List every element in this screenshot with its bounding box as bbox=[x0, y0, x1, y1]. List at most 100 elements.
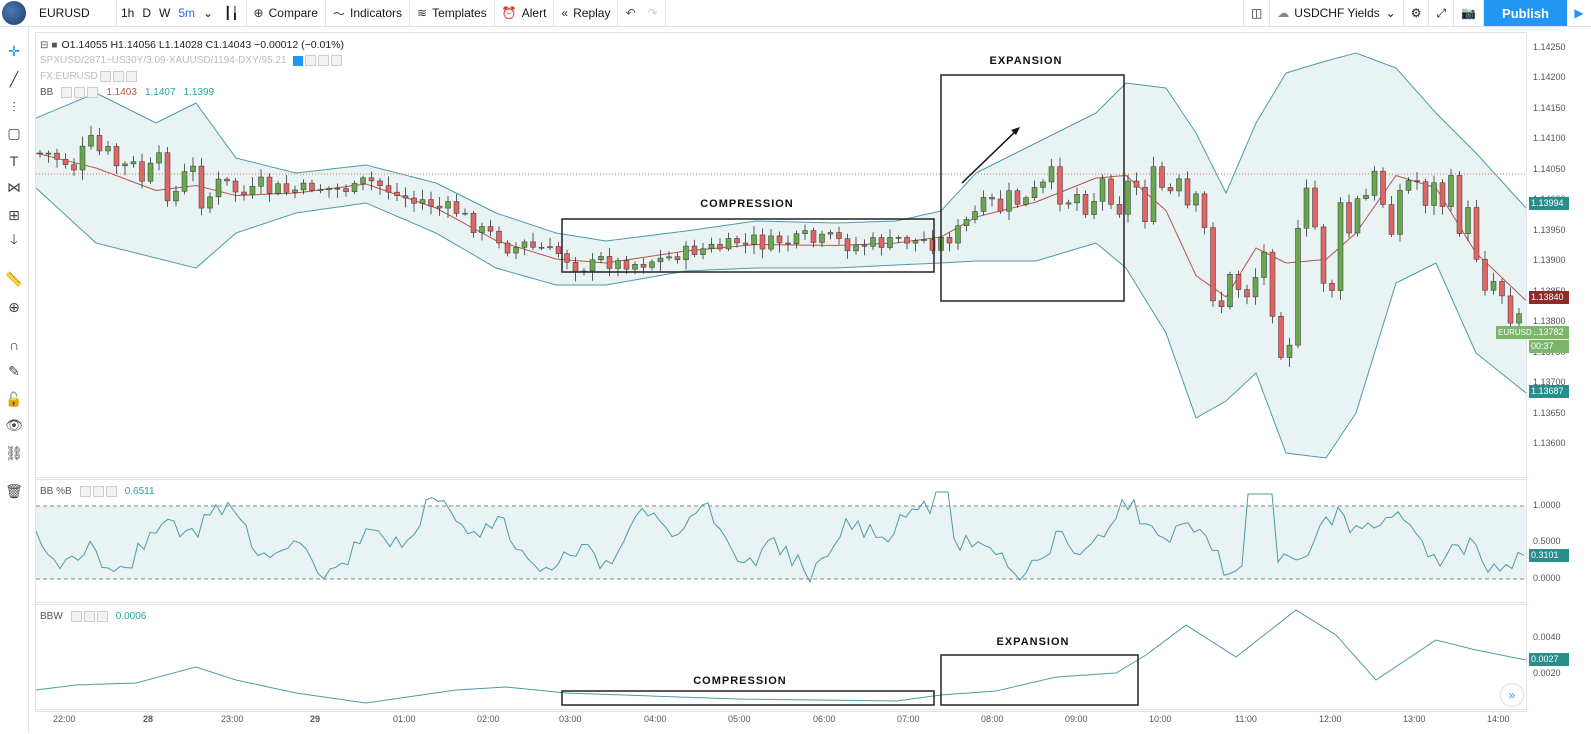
link-icon[interactable]: ⛓ bbox=[5, 444, 23, 461]
candle-style-button[interactable]: ┃╽ bbox=[217, 0, 247, 26]
layout-select[interactable]: ☁ USDCHF Yields ⌄ bbox=[1270, 0, 1404, 26]
candle-body bbox=[470, 212, 477, 233]
compression-box bbox=[561, 218, 935, 273]
pattern-icon[interactable]: ⋈ bbox=[7, 178, 21, 195]
symbol-search[interactable]: EURUSD bbox=[32, 0, 117, 26]
legend-close-icon[interactable] bbox=[330, 55, 342, 66]
templates-button[interactable]: ≋ Templates bbox=[410, 0, 495, 26]
eye-icon[interactable]: 👁 bbox=[5, 416, 23, 433]
fullscreen-icon[interactable]: ⤢ bbox=[1429, 0, 1455, 26]
interval-1h[interactable]: 1h bbox=[121, 6, 135, 20]
flag-icon[interactable]: ■ bbox=[51, 39, 58, 51]
undo-icon[interactable]: ↶ bbox=[625, 6, 636, 20]
candle-body bbox=[657, 257, 664, 263]
candle-body bbox=[895, 237, 902, 239]
rectangle-icon[interactable]: ▢ bbox=[7, 124, 21, 141]
candle-body bbox=[1210, 227, 1216, 302]
candle-body bbox=[1014, 190, 1021, 205]
main-price-pane[interactable]: EXPANSION COMPRESSION ⊟ ■ O1.14055 H1.14… bbox=[35, 32, 1527, 478]
bbw-axis[interactable]: 0.0040 0.0020 0.0027 bbox=[1529, 604, 1591, 710]
text-icon[interactable]: T bbox=[9, 153, 19, 169]
bbw-add-icon[interactable] bbox=[83, 611, 95, 622]
candle-body bbox=[496, 230, 502, 244]
bb-add-icon[interactable] bbox=[74, 87, 86, 98]
interval-5m[interactable]: 5m bbox=[178, 6, 196, 20]
candle-body bbox=[555, 246, 562, 254]
candle-body bbox=[283, 183, 290, 193]
legend2-close-icon[interactable] bbox=[125, 71, 137, 82]
bbw-chart[interactable]: EXPANSION COMPRESSION bbox=[36, 605, 1526, 709]
layout-split-icon[interactable]: ◫ bbox=[1242, 0, 1271, 26]
ruler-icon[interactable]: 📏 bbox=[5, 270, 23, 287]
play-icon[interactable]: ▶ bbox=[1574, 6, 1584, 20]
alert-button[interactable]: ⏰ Alert bbox=[495, 0, 555, 26]
publish-button[interactable]: Publish bbox=[1484, 0, 1567, 26]
trendline-icon[interactable]: ╱ bbox=[9, 70, 19, 87]
arrow-down-icon[interactable]: 🡓 bbox=[10, 231, 18, 247]
bbw-pane[interactable]: EXPANSION COMPRESSION BBW 0.0006 » bbox=[35, 604, 1527, 710]
forecast-icon[interactable]: ⊞ bbox=[8, 206, 20, 223]
time-axis[interactable]: 22:00 28 23:00 29 01:00 02:00 03:00 04:00 05:00 0… bbox=[35, 711, 1527, 734]
candle-body bbox=[666, 256, 672, 259]
trash-icon[interactable]: 🗑 bbox=[5, 482, 23, 499]
bbp-legend: BB %B 0.6511 bbox=[40, 486, 155, 497]
candle-body bbox=[1235, 274, 1242, 290]
spread-formula: SPXUSD/2871÷US30Y/3.09-XAUUSD/1194-DXY/9… bbox=[40, 55, 287, 66]
collapse-icon[interactable]: ⊟ bbox=[40, 39, 49, 51]
crosshair-icon[interactable]: ✛ bbox=[8, 42, 20, 59]
lock-drawing-icon[interactable]: ✎ bbox=[8, 362, 20, 379]
candle-body bbox=[1184, 178, 1191, 206]
candle-body bbox=[972, 211, 978, 220]
candle-body bbox=[717, 243, 723, 250]
bb-close-icon[interactable] bbox=[87, 87, 99, 98]
bb-settings-icon[interactable] bbox=[61, 87, 73, 98]
price-axis[interactable]: 1.14250 1.14200 1.14150 1.14100 1.14050 … bbox=[1529, 32, 1591, 478]
price-chart[interactable]: EXPANSION COMPRESSION bbox=[36, 33, 1526, 477]
logo-icon[interactable] bbox=[2, 1, 26, 25]
indicators-button[interactable]: 〜 Indicators bbox=[326, 0, 411, 26]
bb-lower-band bbox=[36, 187, 1526, 459]
candle-body bbox=[606, 256, 613, 269]
compare-button[interactable]: ⊕ Compare bbox=[247, 0, 326, 26]
candle-body bbox=[725, 238, 732, 250]
scroll-to-latest-icon[interactable]: » bbox=[1500, 683, 1524, 707]
legend2-settings-icon[interactable] bbox=[99, 71, 111, 82]
expansion-label-top: EXPANSION bbox=[990, 55, 1063, 67]
countdown-tag: 00:37 bbox=[1529, 340, 1569, 353]
interval-w[interactable]: W bbox=[159, 6, 171, 20]
gear-icon[interactable]: ⚙ bbox=[1404, 0, 1430, 26]
bbw-settings-icon[interactable] bbox=[70, 611, 82, 622]
bbp-add-icon[interactable] bbox=[92, 486, 104, 497]
zoom-in-icon[interactable]: ⊕ bbox=[8, 298, 20, 315]
bbp-pane[interactable]: BB %B 0.6511 bbox=[35, 479, 1527, 603]
interval-dropdown-chevron-icon[interactable]: ⌄ bbox=[203, 6, 214, 20]
bbp-chart[interactable] bbox=[36, 480, 1526, 602]
camera-icon[interactable]: 📷 bbox=[1454, 0, 1485, 26]
candle-body bbox=[88, 135, 94, 147]
replay-button[interactable]: « Replay bbox=[554, 0, 619, 26]
bb-upper-band bbox=[36, 52, 1526, 242]
legend2-add-icon[interactable] bbox=[112, 71, 124, 82]
price-tick: 1.14100 bbox=[1533, 133, 1566, 143]
redo-icon[interactable]: ↷ bbox=[647, 6, 658, 20]
bbw-close-icon[interactable] bbox=[96, 611, 108, 622]
bb-basis-tag: 1.13840 bbox=[1529, 291, 1569, 304]
bbp-settings-icon[interactable] bbox=[79, 486, 91, 497]
bbp-axis[interactable]: 1.0000 0.5000 0.0000 0.3101 bbox=[1529, 479, 1591, 603]
plus-circle-icon: ⊕ bbox=[253, 6, 264, 20]
fib-icon[interactable]: ⫶ bbox=[12, 98, 16, 115]
time-tick: 06:00 bbox=[813, 714, 836, 724]
interval-d[interactable]: D bbox=[142, 6, 152, 20]
bb-basis-value: 1.1403 bbox=[106, 87, 137, 98]
bbp-close-icon[interactable] bbox=[105, 486, 117, 497]
magnet-icon[interactable]: ∩ bbox=[8, 337, 20, 353]
symbol-line: FX:EURUSD bbox=[40, 71, 98, 82]
legend-settings-icon[interactable] bbox=[304, 55, 316, 66]
bbw-value: 0.0006 bbox=[115, 611, 147, 622]
candle-body bbox=[1108, 178, 1114, 205]
legend-eye-icon[interactable] bbox=[292, 55, 303, 66]
lock-icon[interactable]: 🔓 bbox=[5, 390, 23, 407]
right-toolbar: ◫ ☁ USDCHF Yields ⌄ ⚙ ⤢ 📷 Publish ▶ bbox=[1242, 0, 1591, 26]
legend-add-icon[interactable] bbox=[317, 55, 329, 66]
time-tick: 29 bbox=[310, 714, 321, 724]
